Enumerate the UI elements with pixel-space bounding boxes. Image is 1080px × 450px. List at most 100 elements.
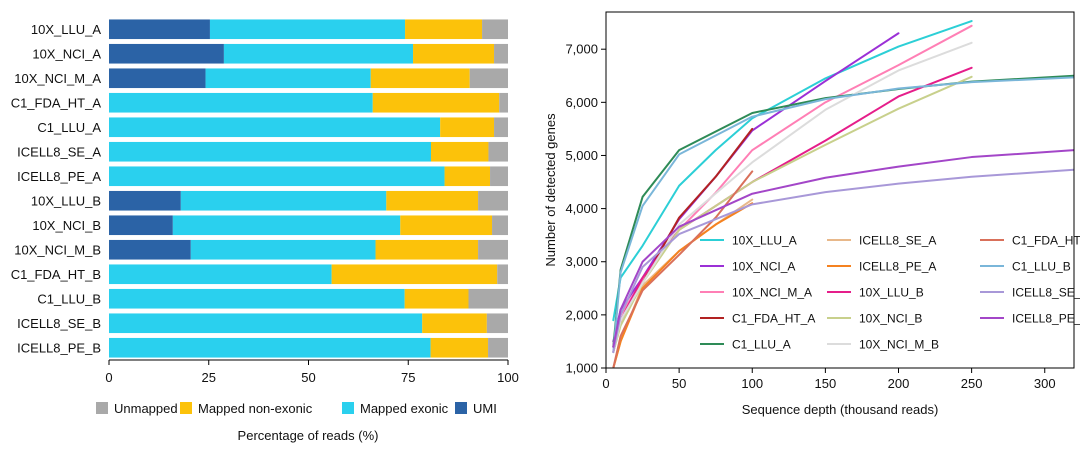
legend-label-icell8-se-b: ICELL8_SE_B <box>1012 286 1080 300</box>
series-group <box>612 20 1074 368</box>
legend-swatch-mapped-non-exonic <box>180 402 192 414</box>
x-tick-label: 75 <box>401 370 415 385</box>
bar-icell8-se-b-mapped-non-exonic <box>422 313 487 334</box>
x-tick-label: 50 <box>301 370 315 385</box>
series-line-c1-fda-ht-b <box>612 170 754 368</box>
bar-c1-llu-b-mapped-exonic <box>109 288 405 309</box>
x-tick-label: 300 <box>1034 376 1056 391</box>
bar-10x-llu-b-mapped-exonic <box>180 190 387 211</box>
bar-10x-nci-m-b-umi <box>109 239 191 260</box>
bar-10x-nci-m-a-mapped-exonic <box>205 68 371 89</box>
legend-label-10x-nci-a: 10X_NCI_A <box>732 260 795 274</box>
x-axis-title: Percentage of reads (%) <box>238 428 379 443</box>
bar-c1-fda-ht-a-mapped-non-exonic <box>372 92 500 113</box>
bar-10x-nci-a-mapped-non-exonic <box>413 43 495 64</box>
bar-10x-nci-a-mapped-exonic <box>223 43 414 64</box>
bar-c1-fda-ht-b-mapped-exonic <box>109 264 332 285</box>
legend-label-mapped-exonic: Mapped exonic <box>360 401 449 416</box>
legend-label-10x-nci-m-a: 10X_NCI_M_A <box>732 286 812 300</box>
legend-swatch-umi <box>455 402 467 414</box>
y-tick-label: 2,000 <box>565 307 598 322</box>
y-tick-label: 1,000 <box>565 361 598 376</box>
bar-10x-nci-m-a-mapped-non-exonic <box>370 68 470 89</box>
category-label: C1_LLU_A <box>37 120 101 135</box>
category-label: 10X_NCI_B <box>32 218 101 233</box>
plot-frame <box>605 11 1075 369</box>
category-label: 10X_NCI_M_B <box>14 242 101 257</box>
bar-10x-nci-a-umi <box>109 43 224 64</box>
category-label: 10X_LLU_A <box>31 22 101 37</box>
stacked-bar-chart: 10X_LLU_A 10X_NCI_A 10X_NCI_M_A C1_FDA_HT_A… <box>11 19 519 443</box>
bar-10x-nci-b-umi <box>109 215 173 236</box>
series-line-10x-nci-b <box>612 75 973 354</box>
legend-label-icell8-pe-b: ICELL8_PE_B <box>1012 312 1080 326</box>
series-line-c1-llu-a <box>612 74 1074 348</box>
bar-10x-llu-a-mapped-exonic <box>209 19 406 40</box>
bar-10x-nci-m-b-mapped-non-exonic <box>375 239 479 260</box>
bar-10x-nci-b-mapped-non-exonic <box>400 215 493 236</box>
legend-label-10x-nci-m-b: 10X_NCI_M_B <box>859 338 939 352</box>
y-tick-label: 3,000 <box>565 254 598 269</box>
legend-label-mapped-non-exonic: Mapped non-exonic <box>198 401 313 416</box>
bar-c1-llu-a-mapped-non-exonic <box>440 117 495 138</box>
y-tick-label: 5,000 <box>565 148 598 163</box>
legend-swatch-unmapped <box>96 402 108 414</box>
x-tick-label: 150 <box>815 376 837 391</box>
legend-label-10x-llu-a: 10X_LLU_A <box>732 234 797 248</box>
category-label: C1_LLU_B <box>37 291 101 306</box>
legend-label-c1-fda-ht-b: C1_FDA_HT_B <box>1012 234 1080 248</box>
category-label: 10X_LLU_B <box>31 193 101 208</box>
x-tick-label: 50 <box>672 376 686 391</box>
bar-c1-fda-ht-a-unmapped <box>499 92 508 113</box>
x-tick-label: 100 <box>741 376 763 391</box>
bar-10x-llu-b-umi <box>109 190 181 211</box>
y-axis-title: Number of detected genes <box>543 113 558 267</box>
bar-10x-nci-m-a-umi <box>109 68 206 89</box>
bar-c1-fda-ht-b-mapped-non-exonic <box>331 264 498 285</box>
bar-10x-llu-a-unmapped <box>482 19 508 40</box>
bar-icell8-se-a-unmapped <box>488 141 508 162</box>
bar-icell8-pe-b-unmapped <box>488 337 508 358</box>
x-tick-label: 25 <box>202 370 216 385</box>
bar-icell8-se-a-mapped-exonic <box>109 141 431 162</box>
category-label: 10X_NCI_M_A <box>14 71 101 86</box>
x-tick-label: 100 <box>497 370 519 385</box>
category-label: ICELL8_SE_A <box>17 144 101 159</box>
bar-icell8-pe-b-mapped-exonic <box>109 337 431 358</box>
bar-c1-fda-ht-a-mapped-exonic <box>109 92 373 113</box>
category-label: 10X_NCI_A <box>32 46 101 61</box>
y-tick-label: 4,000 <box>565 201 598 216</box>
bar-10x-llu-b-unmapped <box>478 190 508 211</box>
bar-icell8-se-b-mapped-exonic <box>109 313 423 334</box>
x-axis-title: Sequence depth (thousand reads) <box>742 402 939 417</box>
bar-10x-nci-m-a-unmapped <box>469 68 508 89</box>
x-tick-label: 250 <box>961 376 983 391</box>
category-label: C1_FDA_HT_A <box>11 95 102 110</box>
bar-icell8-pe-a-mapped-non-exonic <box>444 166 491 187</box>
series-line-10x-llu-a <box>612 20 973 322</box>
x-tick-label: 0 <box>105 370 112 385</box>
y-tick-label: 6,000 <box>565 95 598 110</box>
legend-swatch-mapped-exonic <box>342 402 354 414</box>
legend-label-unmapped: Unmapped <box>114 401 178 416</box>
legend-label-icell8-pe-a: ICELL8_PE_A <box>859 260 936 274</box>
y-tick-label: 7,000 <box>565 42 598 57</box>
series-line-icell8-pe-b <box>612 149 1074 348</box>
category-label: ICELL8_SE_B <box>17 316 101 331</box>
legend-label-umi: UMI <box>473 401 497 416</box>
x-tick-label: 0 <box>602 376 609 391</box>
bar-c1-llu-b-unmapped <box>468 288 508 309</box>
bar-10x-llu-a-umi <box>109 19 210 40</box>
category-label: C1_FDA_HT_B <box>11 267 101 282</box>
legend-label-10x-llu-b: 10X_LLU_B <box>859 286 924 300</box>
bar-10x-nci-a-unmapped <box>494 43 508 64</box>
bar-10x-nci-m-b-mapped-exonic <box>190 239 376 260</box>
bar-10x-llu-a-mapped-non-exonic <box>405 19 483 40</box>
series-line-10x-llu-b <box>612 66 973 354</box>
bar-10x-nci-b-unmapped <box>492 215 508 236</box>
bar-c1-llu-b-mapped-non-exonic <box>404 288 469 309</box>
x-tick-label: 200 <box>888 376 910 391</box>
bar-10x-llu-b-mapped-non-exonic <box>386 190 479 211</box>
bar-icell8-pe-b-mapped-non-exonic <box>430 337 489 358</box>
